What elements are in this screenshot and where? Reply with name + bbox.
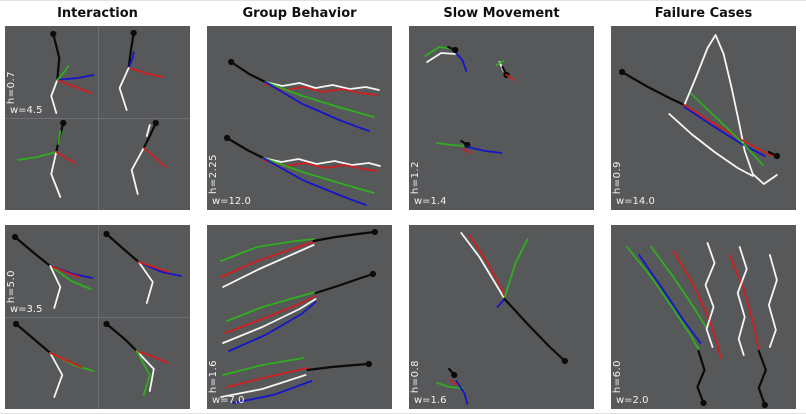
trajectory-plot bbox=[223, 58, 381, 206]
height-label: h=5.0 bbox=[6, 269, 17, 303]
trajectory-plot bbox=[11, 230, 182, 398]
panel-slow-movement-top: h=1.2 w=1.4 bbox=[409, 26, 594, 210]
panel-failure-cases-bottom: h=6.0 w=2.0 bbox=[611, 225, 796, 409]
height-label: h=0.7 bbox=[6, 70, 17, 104]
subpanel-divider-horizontal bbox=[5, 118, 190, 119]
subpanel-divider-horizontal bbox=[5, 317, 190, 318]
column-title-group-behavior: Group Behavior bbox=[242, 6, 357, 21]
trajectory-plot bbox=[436, 232, 568, 405]
width-label: w=3.5 bbox=[10, 304, 43, 315]
width-label: w=2.0 bbox=[616, 395, 649, 406]
column-title-slow-movement: Slow Movement bbox=[443, 6, 560, 21]
width-label: w=12.0 bbox=[212, 196, 251, 207]
trajectory-plot bbox=[220, 228, 379, 404]
column-title-interaction: Interaction bbox=[57, 6, 138, 21]
panel-failure-cases-top: h=0.9 w=14.0 bbox=[611, 26, 796, 210]
panel-group-behavior-top: h=2.25 w=12.0 bbox=[207, 26, 392, 210]
trajectory-plot bbox=[618, 34, 781, 185]
trajectory-plot bbox=[626, 242, 778, 409]
panel-interaction-bottom: h=5.0 w=3.5 bbox=[5, 225, 190, 409]
width-label: w=4.5 bbox=[10, 105, 43, 116]
trajectory-plot bbox=[17, 29, 167, 198]
panel-slow-movement-bottom: h=0.8 w=1.6 bbox=[409, 225, 594, 409]
height-label: h=1.2 bbox=[410, 160, 421, 194]
column-headers: Interaction Group Behavior Slow Movement… bbox=[0, 1, 806, 26]
panel-interaction-top: h=0.7 w=4.5 bbox=[5, 26, 190, 210]
width-label: w=7.0 bbox=[212, 395, 245, 406]
panel-group-behavior-bottom: h=1.6 w=7.0 bbox=[207, 225, 392, 409]
width-label: w=1.6 bbox=[414, 395, 447, 406]
width-label: w=14.0 bbox=[616, 196, 655, 207]
height-label: h=0.8 bbox=[410, 359, 421, 393]
trajectory-plot bbox=[424, 45, 515, 154]
column-title-failure-cases: Failure Cases bbox=[654, 6, 753, 21]
figure-grid: h=0.7 w=4.5 h=2.25 w=12.0 h=1.2 w=1.4 h=… bbox=[0, 26, 806, 409]
height-label: h=1.6 bbox=[208, 359, 219, 393]
height-label: h=2.25 bbox=[208, 154, 219, 194]
height-label: h=6.0 bbox=[612, 359, 623, 393]
width-label: w=1.4 bbox=[414, 196, 447, 207]
height-label: h=0.9 bbox=[612, 160, 623, 194]
